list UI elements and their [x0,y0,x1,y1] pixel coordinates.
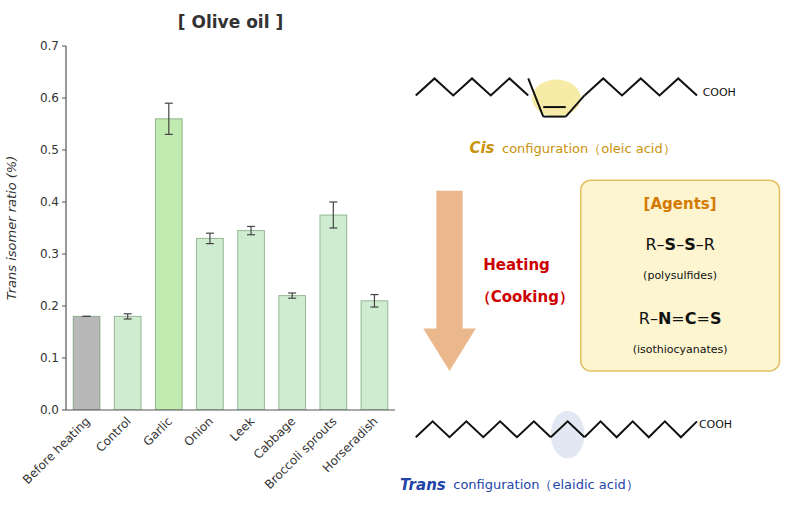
annotation: (isothiocyanates) [633,343,728,356]
error-bar [370,295,378,307]
x-tick-label: Leek [227,414,257,444]
bond [551,421,585,437]
error-cap [83,316,91,317]
bar [114,316,141,410]
error-cap [206,233,214,234]
bar [155,119,182,410]
error-line [250,226,251,234]
carbon-chain [585,78,698,95]
bond [528,78,543,116]
x-tick-label: Onion [181,414,216,449]
x-tick-label: Broccoli sprouts [262,414,340,492]
error-bar [206,233,214,243]
error-cap [247,234,255,235]
x-tick-label: Garlic [140,414,175,449]
annotation: Trans [400,476,446,494]
error-bar [165,103,173,134]
bar [238,231,265,410]
error-line [168,103,169,134]
y-axis-line [65,46,66,410]
annotation: configuration（elaidic acid） [453,477,639,492]
error-line [333,202,334,228]
annotation: [Agents] [644,195,717,213]
error-cap [247,226,255,227]
carbon-chain [416,421,551,437]
chart-title: [ Olive oil ] [178,12,283,32]
cis-highlight [532,80,581,117]
double-bond [543,116,566,118]
error-cap [206,243,214,244]
bars [73,103,388,410]
bar [361,301,388,410]
heating-arrow [423,191,476,371]
annotation: R–N=C=S [639,309,722,328]
annotation: R–S–S–R [645,234,714,253]
y-tick-label: 0.3 [40,247,59,261]
y-tick-label: 0.5 [40,143,59,157]
error-line [127,314,128,319]
annotation: Heating [483,256,550,274]
agents-box [581,180,780,371]
bar [320,215,347,410]
error-bar [329,202,337,228]
chart-root: [ Olive oil ] Trans isomer ratio (%) 0.0 0.… [0,0,800,530]
y-tick-label: 0.7 [40,39,59,53]
error-line [374,295,375,307]
annotation: Cis [469,139,494,157]
reaction-diagram: COOH Cis configuration（oleic acid） Heating （… [400,78,779,494]
error-cap [165,103,173,104]
y-tick-label: 0.1 [40,351,59,365]
bar [279,296,306,410]
error-cap [288,298,296,299]
bar [73,316,100,410]
error-cap [165,134,173,135]
y-axis-label: Trans isomer ratio (%) [4,156,19,300]
error-bar [83,316,91,317]
y-tick-label: 0.0 [40,403,59,417]
annotation: configuration（oleic acid） [502,141,676,156]
error-cap [288,292,296,293]
y-tick-label: 0.6 [40,91,59,105]
x-tick-label: Control [93,414,134,455]
y-tick-label: 0.4 [40,195,59,209]
error-line [209,233,210,243]
error-cap [124,313,132,314]
annotation: COOH [699,418,732,431]
error-cap [329,201,337,202]
x-tick-label: Before heating [20,414,93,487]
error-cap [329,227,337,228]
error-bar [247,226,255,234]
error-cap [370,294,378,295]
x-axis-line [66,409,395,410]
carbon-chain [416,78,529,95]
error-cap [124,318,132,319]
annotation: COOH [703,86,736,99]
error-line [292,293,293,298]
y-tick-label: 0.2 [40,299,59,313]
error-bar [288,293,296,298]
x-tick-label: Horseradish [320,414,381,475]
error-cap [83,316,91,317]
bond [566,95,585,116]
error-bar [124,314,132,319]
bar [197,238,224,410]
trans-highlight [551,411,585,459]
annotation: （Cooking） [476,288,574,306]
carbon-chain [585,421,698,437]
annotation: (polysulfides) [643,269,717,282]
error-cap [370,306,378,307]
double-bond [543,106,566,108]
